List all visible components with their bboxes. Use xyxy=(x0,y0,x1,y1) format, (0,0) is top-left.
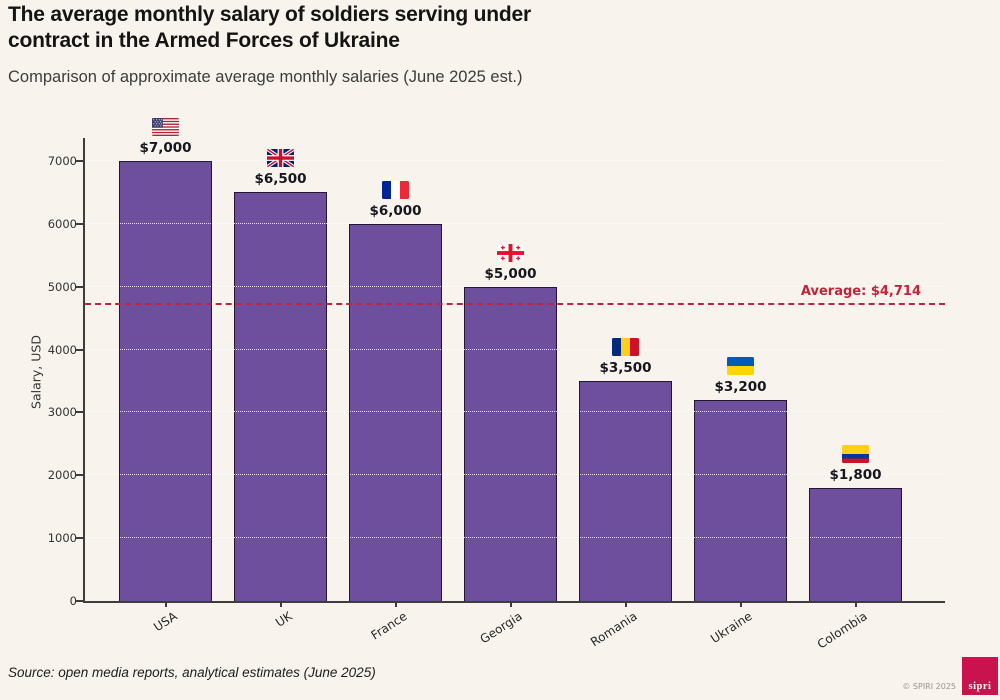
y-tick-mark-3000 xyxy=(76,411,83,414)
x-axis-label-georgia: Georgia xyxy=(477,609,525,647)
x-axis-label-colombia: Colombia xyxy=(814,609,870,652)
gridline-1000 xyxy=(85,537,945,539)
sipri-logo: sipri xyxy=(962,657,998,695)
y-tick-label-3000: 3000 xyxy=(47,405,77,420)
value-label-usa: $7,000 xyxy=(139,140,192,156)
average-line xyxy=(85,302,945,305)
x-axis-label-romania: Romania xyxy=(587,609,640,650)
y-tick-mark-2000 xyxy=(76,474,83,477)
usa-flag-icon xyxy=(152,118,179,136)
copyright-credit: © SPIRI 2025 xyxy=(902,682,956,691)
uk-flag-icon xyxy=(266,147,295,169)
x-axis-label-usa: USA xyxy=(150,609,180,635)
gridline-3000 xyxy=(85,411,945,413)
y-tick-label-1000: 1000 xyxy=(47,531,77,546)
source-note: Source: open media reports, analytical e… xyxy=(8,665,376,680)
y-tick-mark-1000 xyxy=(76,537,83,540)
y-tick-label-0: 0 xyxy=(69,594,77,608)
x-tick-mark-romania xyxy=(624,601,627,607)
gridline-6000 xyxy=(85,222,945,224)
y-tick-label-6000: 6000 xyxy=(47,216,77,231)
bar-uk xyxy=(234,192,327,601)
x-tick-mark-france xyxy=(394,601,397,607)
value-label-georgia: $5,000 xyxy=(484,265,537,282)
page-title-line1: The average monthly salary of soldiers s… xyxy=(8,3,531,26)
y-tick-label-2000: 2000 xyxy=(47,468,77,483)
value-label-romania: $3,500 xyxy=(599,360,652,376)
plot-area: 0 1000 2000 3000 4000 5000 6000 7000 $7,000 USA $… xyxy=(48,118,945,651)
y-tick-mark-0 xyxy=(76,600,83,602)
y-tick-label-7000: 7000 xyxy=(47,154,77,168)
value-label-colombia: $1,800 xyxy=(829,466,882,483)
colombia-flag-icon xyxy=(842,444,869,463)
x-axis-label-france: France xyxy=(368,609,410,643)
x-tick-mark-uk xyxy=(279,601,282,607)
georgia-flag-icon xyxy=(496,243,525,262)
x-tick-mark-ukraine xyxy=(739,601,742,607)
france-flag-icon xyxy=(382,180,409,199)
x-axis-label-uk: UK xyxy=(272,609,295,630)
value-label-uk: $6,500 xyxy=(254,171,307,188)
gridline-5000 xyxy=(85,285,945,287)
page-title: The average monthly salary of soldiers s… xyxy=(8,2,531,54)
y-tick-mark-4000 xyxy=(76,348,83,351)
gridline-2000 xyxy=(85,474,945,476)
chart-subtitle: Comparison of approximate average monthl… xyxy=(8,68,523,86)
average-label: Average: $4,714 xyxy=(800,283,921,299)
x-tick-mark-usa xyxy=(164,601,167,607)
bar-romania xyxy=(579,381,672,601)
y-tick-mark-6000 xyxy=(76,222,83,225)
x-tick-mark-georgia xyxy=(509,601,512,607)
x-tick-mark-colombia xyxy=(854,601,857,607)
y-tick-label-5000: 5000 xyxy=(47,279,77,294)
gridline-4000 xyxy=(85,348,945,350)
bar-ukraine xyxy=(694,399,787,601)
sipri-logo-text: sipri xyxy=(968,681,992,692)
ukraine-flag-icon xyxy=(727,356,754,375)
y-tick-mark-7000 xyxy=(76,160,83,162)
bar-georgia xyxy=(464,286,557,601)
y-tick-label-4000: 4000 xyxy=(47,342,77,357)
romania-flag-icon xyxy=(612,338,639,356)
y-tick-mark-5000 xyxy=(76,285,83,288)
bar-colombia xyxy=(809,487,902,601)
gridline-7000 xyxy=(85,160,945,161)
value-label-ukraine: $3,200 xyxy=(714,378,767,395)
value-label-france: $6,000 xyxy=(369,202,422,219)
bar-usa xyxy=(119,161,212,601)
x-axis-label-ukraine: Ukraine xyxy=(707,609,755,646)
page-title-line2: contract in the Armed Forces of Ukraine xyxy=(8,29,400,52)
